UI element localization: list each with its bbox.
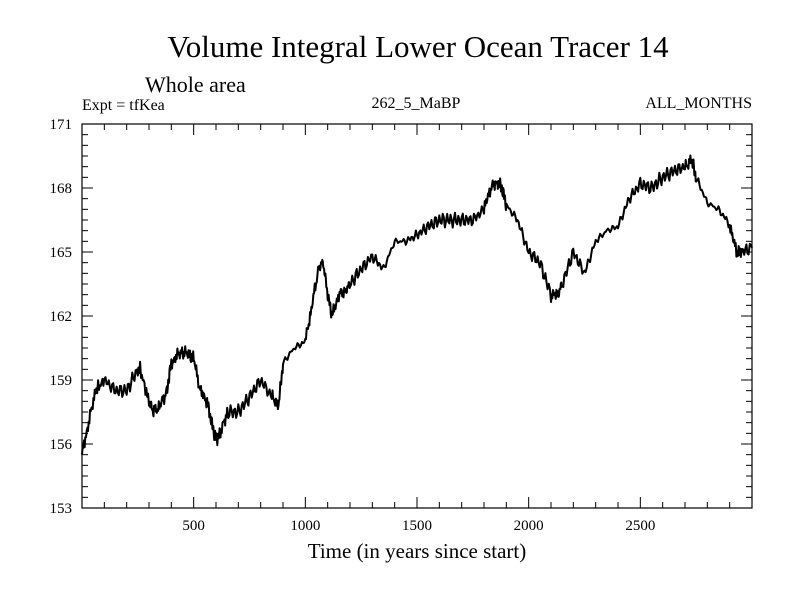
chart-title: Volume Integral Lower Ocean Tracer 14 — [167, 29, 669, 64]
x-tick-label: 2500 — [625, 518, 655, 534]
experiment-label: Expt = tfKea — [82, 97, 165, 114]
x-tick-label: 500 — [182, 518, 205, 534]
y-tick-label: 165 — [50, 245, 73, 261]
x-tick-label: 1500 — [402, 518, 432, 534]
y-tick-label: 168 — [50, 181, 73, 197]
y-tick-label: 171 — [50, 117, 73, 133]
x-axis-label: Time (in years since start) — [308, 539, 527, 563]
chart-subtitle: Whole area — [145, 72, 246, 97]
y-tick-label: 153 — [50, 501, 73, 517]
axis-ticks — [82, 124, 752, 508]
y-tick-label: 156 — [50, 437, 73, 453]
y-tick-label: 159 — [50, 373, 73, 389]
run-label: 262_5_MaBP — [372, 95, 461, 112]
months-label: ALL_MONTHS — [645, 95, 752, 112]
series-line — [81, 154, 753, 455]
series-layer — [81, 154, 753, 455]
y-tick-label: 162 — [50, 309, 73, 325]
x-tick-label: 2000 — [514, 518, 544, 534]
x-tick-label: 1000 — [290, 518, 320, 534]
tick-labels: 500 1000 1500 2000 2500 153 156 159 162 165 168 171 — [50, 117, 656, 534]
